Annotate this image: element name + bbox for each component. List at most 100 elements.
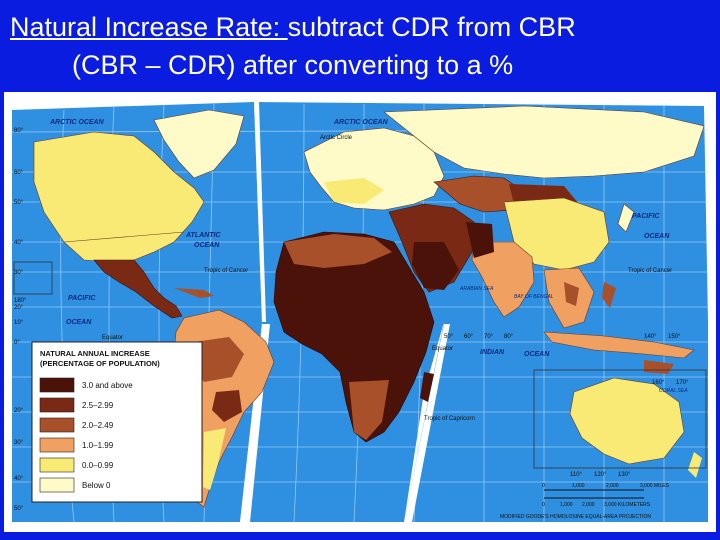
legend-swatch bbox=[39, 457, 75, 473]
world-map-svg: ARCTIC OCEAN ARCTIC OCEAN ATLANTIC OCEAN… bbox=[11, 102, 709, 523]
ocean-south-east-lobe bbox=[404, 322, 708, 522]
label-pacific-left-ocean: OCEAN bbox=[66, 319, 92, 326]
legend-label: 3.0 and above bbox=[82, 381, 133, 390]
label-equator-left: Equator bbox=[102, 335, 123, 341]
madagascar bbox=[420, 372, 434, 402]
world-map: ARCTIC OCEAN ARCTIC OCEAN ATLANTIC OCEAN… bbox=[4, 92, 716, 532]
bottom-bar bbox=[0, 532, 720, 540]
legend-swatch bbox=[39, 417, 75, 433]
legend-swatch bbox=[39, 437, 75, 453]
south-america-argentina bbox=[203, 428, 226, 490]
japan bbox=[617, 203, 635, 233]
label-bay-bengal: BAY OF BENGAL bbox=[514, 294, 554, 300]
south-america-dark-1 bbox=[192, 337, 244, 382]
mexico bbox=[93, 259, 183, 319]
lat-label-0: 0° bbox=[14, 340, 20, 346]
lat-label-40: 40° bbox=[14, 240, 24, 246]
interruption-gap-3 bbox=[254, 102, 266, 322]
pakistan bbox=[466, 222, 494, 258]
legend-label: 2.5–2.99 bbox=[82, 401, 114, 410]
south-america-dark-2 bbox=[212, 390, 242, 422]
scale-mile-3000: 3,000 MILES bbox=[640, 483, 670, 489]
australia bbox=[569, 377, 685, 465]
lat-label-s50: 50° bbox=[14, 506, 24, 512]
label-arctic-circle: Arctic Circle bbox=[320, 135, 353, 141]
label-indian: INDIAN bbox=[480, 349, 505, 356]
label-arabian-sea: ARABIAN SEA bbox=[459, 286, 494, 292]
scale-bar: 0 1,000 2,000 3,000 MILES 0 1,000 2,000 … bbox=[500, 483, 670, 520]
scale-km-3000: 3,000 KILOMETERS bbox=[604, 502, 651, 508]
philippines bbox=[602, 282, 616, 308]
label-atlantic: ATLANTIC bbox=[185, 232, 221, 239]
label-arctic-ocean-left: ARCTIC OCEAN bbox=[49, 119, 105, 126]
scale-mile-0: 0 bbox=[542, 483, 545, 489]
europe-central bbox=[324, 178, 384, 204]
label-tropic-capricorn: Tropic of Capricorn bbox=[424, 416, 475, 422]
legend-label: 1.0–1.99 bbox=[82, 441, 114, 450]
lon-label-50: 50° bbox=[444, 334, 454, 340]
label-arctic-ocean-right: ARCTIC OCEAN bbox=[333, 119, 389, 126]
legend-swatch bbox=[39, 377, 75, 393]
russia bbox=[383, 105, 705, 179]
projection-label: MODIFIED GOODE'S HOMOLOSINE EQUAL-AREA P… bbox=[500, 514, 651, 520]
legend-title-line2: (PERCENTAGE OF POPULATION) bbox=[40, 359, 160, 368]
indochina-dark bbox=[564, 282, 579, 306]
legend-label: 0.0–0.99 bbox=[82, 461, 114, 470]
title-rest-text: subtract CDR from CBR bbox=[287, 12, 576, 42]
label-tropic-cancer-left: Tropic of Cancer bbox=[204, 268, 248, 274]
label-indian-ocean: OCEAN bbox=[524, 351, 550, 358]
lon-label-70: 70° bbox=[484, 334, 494, 340]
label-equator-right: Equator bbox=[432, 346, 453, 352]
lon-label-130: 130° bbox=[618, 472, 631, 478]
slide-subtitle: (CBR – CDR) after converting to a % bbox=[72, 50, 514, 80]
lat-label-30: 30° bbox=[14, 270, 24, 276]
interruption-gap-2 bbox=[404, 324, 450, 522]
scale-mile-2000: 2,000 bbox=[606, 483, 619, 489]
label-pacific-left: PACIFIC bbox=[68, 295, 96, 302]
legend-label: 2.0–2.49 bbox=[82, 421, 114, 430]
southern-africa bbox=[349, 380, 389, 440]
caribbean bbox=[174, 288, 214, 298]
legend-label: Below 0 bbox=[82, 481, 111, 490]
lat-label-s20: 20° bbox=[14, 408, 24, 414]
lat-label-60: 60° bbox=[14, 170, 24, 176]
lat-label-10: 10° bbox=[14, 320, 24, 326]
lon-label-160: 160° bbox=[652, 380, 665, 386]
scale-km-1000: 1,000 bbox=[560, 502, 573, 508]
lon-label-120: 120° bbox=[594, 472, 607, 478]
lat-label-50: 50° bbox=[14, 200, 24, 206]
lat-label-20: 20° bbox=[14, 305, 24, 311]
arabia bbox=[412, 242, 459, 290]
greenland bbox=[153, 109, 245, 179]
legend-swatch bbox=[39, 397, 75, 413]
lon-label-140: 140° bbox=[644, 334, 657, 340]
lat-label-s30: 30° bbox=[14, 440, 24, 446]
legend-swatch bbox=[39, 477, 75, 493]
scale-mile-1000: 1,000 bbox=[572, 483, 585, 489]
lon-label-150: 150° bbox=[668, 334, 681, 340]
new-zealand bbox=[688, 452, 702, 478]
slide-title: Natural Increase Rate: subtract CDR from… bbox=[10, 12, 576, 43]
title-underlined-text: Natural Increase Rate: bbox=[10, 12, 288, 42]
legend: NATURAL ANNUAL INCREASE (PERCENTAGE OF P… bbox=[31, 341, 203, 503]
label-pacific-right: PACIFIC bbox=[632, 213, 660, 220]
south-asia bbox=[471, 241, 535, 318]
indonesia bbox=[543, 331, 695, 359]
label-pacific-right-ocean: OCEAN bbox=[644, 233, 670, 240]
slide-title-area: Natural Increase Rate: subtract CDR from… bbox=[0, 0, 720, 92]
label-coral-sea: CORAL SEA bbox=[659, 388, 688, 394]
lat-label-s40: 40° bbox=[14, 476, 24, 482]
lon-label-60: 60° bbox=[464, 334, 474, 340]
hawaii-inset-box bbox=[13, 261, 53, 295]
lon-label-110: 110° bbox=[570, 472, 583, 478]
north-america-north bbox=[33, 131, 205, 263]
lon-label-80: 80° bbox=[504, 334, 514, 340]
scale-km-2000: 2,000 bbox=[582, 502, 595, 508]
legend-title-line1: NATURAL ANNUAL INCREASE bbox=[40, 349, 150, 358]
lon-label-170: 170° bbox=[676, 380, 689, 386]
lat-label-80: 80° bbox=[14, 128, 24, 134]
lat-label-180: 180° bbox=[14, 298, 27, 304]
png bbox=[644, 360, 674, 374]
scale-km-0: 0 bbox=[542, 502, 545, 508]
africa bbox=[273, 231, 435, 443]
